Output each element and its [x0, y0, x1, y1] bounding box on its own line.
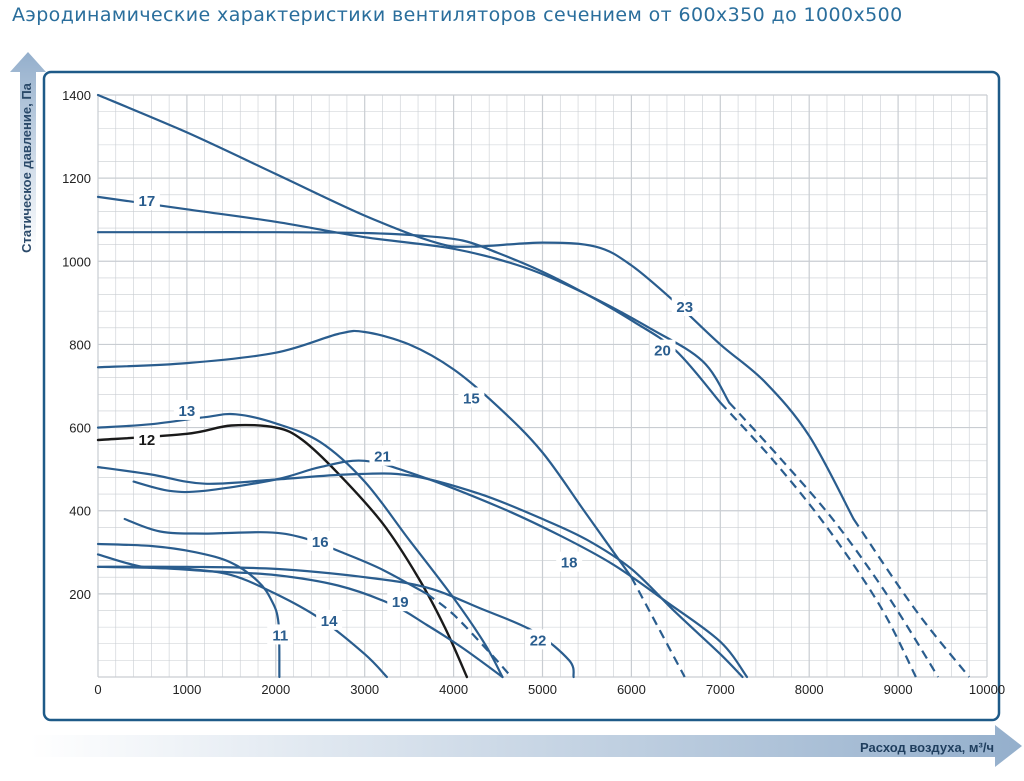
- x-tick-label: 7000: [706, 682, 735, 697]
- curve-label-19: 19: [392, 594, 409, 611]
- x-tick-label: 4000: [439, 682, 468, 697]
- curve-17-dashed: [728, 401, 940, 678]
- curve-23-dashed: [852, 518, 971, 678]
- curve-label-18: 18: [561, 555, 578, 572]
- y-tick-label: 1000: [62, 254, 91, 269]
- y-tick-label: 200: [69, 587, 91, 602]
- curve-label-bg: [133, 190, 160, 211]
- x-axis-title: Расход воздуха, м³/ч: [860, 740, 994, 755]
- curve-label-bg: [267, 624, 294, 645]
- y-tick-label: 600: [69, 421, 91, 436]
- curve-label-bg: [458, 387, 485, 408]
- y-tick-label: 1200: [62, 171, 91, 186]
- curve-19: [96, 565, 504, 679]
- y-tick-label: 800: [69, 337, 91, 352]
- curve-label-bg: [556, 551, 583, 572]
- curve-label-14: 14: [321, 613, 338, 630]
- curve-label-bg: [525, 629, 552, 650]
- x-tick-label: 8000: [795, 682, 824, 697]
- curve-label-bg: [387, 591, 414, 612]
- curve-23: [96, 93, 855, 521]
- curves: [96, 93, 971, 679]
- curve-label-15: 15: [463, 390, 480, 407]
- curve-12: [96, 423, 469, 679]
- curve-label-bg: [316, 609, 343, 630]
- y-tick-label: 1400: [62, 88, 91, 103]
- x-tick-label: 6000: [617, 682, 646, 697]
- curve-20: [96, 231, 722, 404]
- curve-label-bg: [307, 530, 334, 551]
- curve-label-11: 11: [272, 627, 288, 644]
- curve-16-dashed: [426, 593, 513, 678]
- x-tick-label: 3000: [350, 682, 379, 697]
- x-tick-labels: 0 1000 2000 3000 4000 5000 6000 7000 8000 9000 100…: [94, 682, 1005, 697]
- curve-label-17: 17: [139, 193, 156, 210]
- curve-label-23: 23: [676, 299, 693, 316]
- curve-21: [96, 466, 744, 679]
- curve-label-bg: [649, 339, 676, 360]
- y-axis-arrow: [10, 52, 46, 252]
- y-tick-labels: 200 400 600 800 1000 1200 1400: [62, 88, 91, 602]
- curve-label-bg: [133, 429, 160, 450]
- x-tick-label: 2000: [261, 682, 290, 697]
- curve-11: [96, 542, 281, 679]
- curve-label-12: 12: [139, 432, 156, 449]
- x-tick-label: 1000: [172, 682, 201, 697]
- x-tick-label: 0: [94, 682, 101, 697]
- curve-label-20: 20: [654, 343, 671, 360]
- plot-frame: [42, 70, 1001, 722]
- curve-label-bg: [173, 399, 200, 420]
- curve-15-dashed: [630, 576, 686, 678]
- x-tick-label: 10000: [969, 682, 1005, 697]
- curve-label-bg: [369, 445, 396, 466]
- x-axis-arrow: [30, 725, 1022, 767]
- curve-labels: 11 12 13 14 15 16 17 18 19 20 21 22 23: [133, 190, 698, 650]
- y-tick-label: 400: [69, 504, 91, 519]
- x-tick-label: 5000: [528, 682, 557, 697]
- curve-15: [96, 329, 633, 579]
- curve-16: [123, 517, 428, 595]
- curve-label-16: 16: [312, 534, 329, 551]
- curve-label-bg: [671, 296, 698, 317]
- curve-label-21: 21: [374, 449, 391, 466]
- x-tick-label: 9000: [884, 682, 913, 697]
- curve-22: [96, 565, 575, 679]
- y-axis-title: Статическое давление, Па: [19, 82, 34, 253]
- chart-title: Аэродинамические характеристики вентилят…: [12, 4, 903, 26]
- curve-label-22: 22: [530, 632, 547, 649]
- curve-17: [96, 195, 731, 404]
- curve-label-13: 13: [179, 403, 196, 420]
